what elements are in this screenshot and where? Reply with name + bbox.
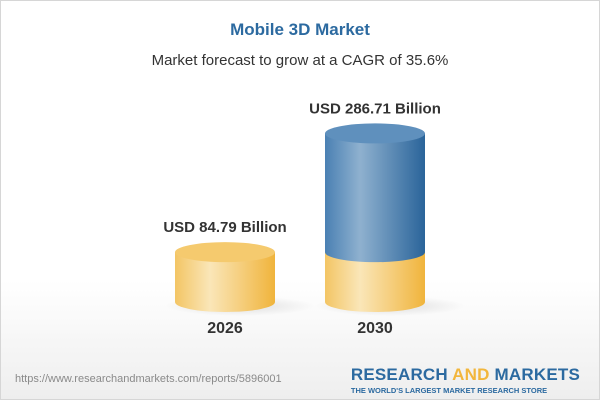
bar-top <box>325 123 425 144</box>
logo: RESEARCH AND MARKETS THE WORLD'S LARGEST… <box>351 365 580 395</box>
bar-base-2030 <box>325 252 425 312</box>
logo-text: RESEARCH <box>350 365 453 384</box>
logo-text: MARKETS <box>489 365 580 384</box>
logo-text-and: AND <box>452 365 490 384</box>
category-label: 2026 <box>207 320 243 337</box>
bar-top <box>175 242 275 263</box>
bar-growth-2030 <box>325 133 425 263</box>
chart: USD 84.79 Billion 2026 USD 286.71 Billion 2… <box>163 100 465 337</box>
category-label: 2030 <box>357 320 393 337</box>
data-label: USD 84.79 Billion <box>163 219 286 236</box>
chart-title: Mobile 3D Market <box>230 20 370 39</box>
logo-tagline: THE WORLD'S LARGEST MARKET RESEARCH STOR… <box>350 386 548 395</box>
chart-subtitle: Market forecast to grow at a CAGR of 35.… <box>151 52 449 69</box>
bar-base-2026 <box>175 252 275 312</box>
data-label: USD 286.71 Billion <box>309 100 441 117</box>
source-url[interactable]: https://www.researchandmarkets.com/repor… <box>15 373 282 385</box>
